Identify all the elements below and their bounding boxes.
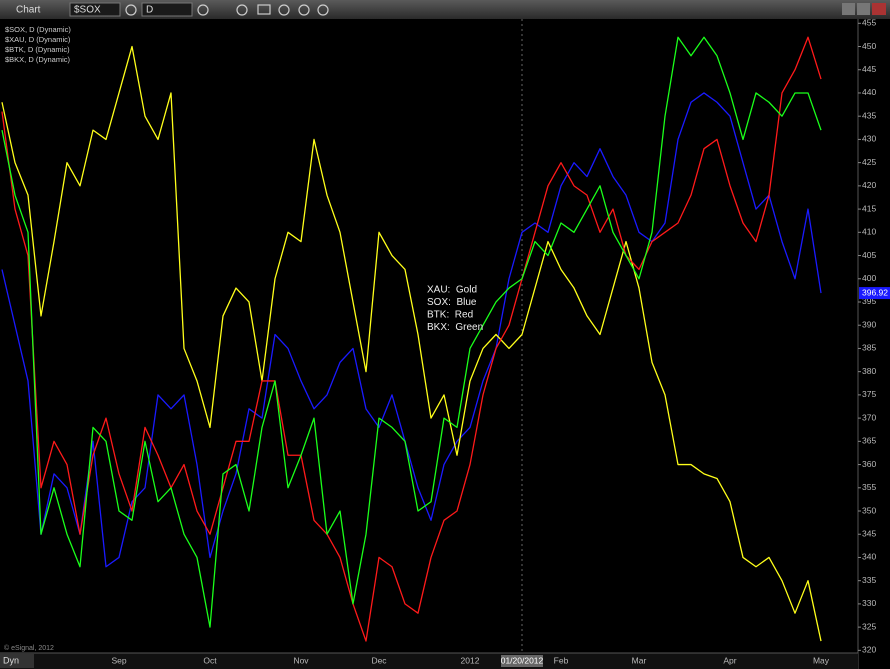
legend-entry: $BTK, D (Dynamic) xyxy=(5,45,70,54)
y-tick-label: 320 xyxy=(862,645,876,655)
x-tick-label: Nov xyxy=(293,655,309,665)
x-tick-label: 01/20/2012 xyxy=(501,655,544,665)
y-tick-label: 375 xyxy=(862,389,876,399)
annotation: XAU: Gold xyxy=(427,285,477,296)
y-tick-label: 430 xyxy=(862,134,876,144)
y-tick-label: 450 xyxy=(862,41,876,51)
y-tick-label: 350 xyxy=(862,505,876,515)
symbol-box[interactable] xyxy=(69,2,121,17)
mode-box[interactable] xyxy=(0,654,34,668)
y-tick-label: 360 xyxy=(862,459,876,469)
symbol-input[interactable]: $SOX xyxy=(74,5,101,16)
interval-input[interactable]: D xyxy=(146,5,153,16)
y-tick-label: 435 xyxy=(862,110,876,120)
y-tick-label: 425 xyxy=(862,157,876,167)
x-axis-band xyxy=(0,653,858,669)
y-tick-label: 330 xyxy=(862,598,876,608)
x-tick-label: Feb xyxy=(554,655,569,665)
y-tick-label: 415 xyxy=(862,203,876,213)
x-tick-label: Apr xyxy=(723,655,736,665)
legend-entry: $BKX, D (Dynamic) xyxy=(5,55,71,64)
y-tick-label: 440 xyxy=(862,87,876,97)
x-tick-label: Sep xyxy=(111,655,126,665)
legend-entry: $XAU, D (Dynamic) xyxy=(5,35,71,44)
y-tick-label: 405 xyxy=(862,250,876,260)
y-tick-label: 365 xyxy=(862,436,876,446)
y-tick-label: 370 xyxy=(862,412,876,422)
interval-box[interactable] xyxy=(141,2,193,17)
mode-label[interactable]: Dyn xyxy=(3,655,19,665)
y-tick-label: 385 xyxy=(862,343,876,353)
annotation: SOX: Blue xyxy=(427,297,477,308)
x-tick-label: Oct xyxy=(203,655,217,665)
annotation: BTK: Red xyxy=(427,310,473,321)
y-tick-label: 400 xyxy=(862,273,876,283)
toolbar-icons[interactable] xyxy=(125,4,329,16)
window-buttons[interactable] xyxy=(842,3,886,15)
date-marker-box xyxy=(501,655,543,667)
y-tick-label: 345 xyxy=(862,528,876,538)
y-tick-label: 390 xyxy=(862,319,876,329)
price-marker-label: 396.92 xyxy=(862,287,888,297)
y-tick-label: 445 xyxy=(862,64,876,74)
series-line xyxy=(1,45,822,642)
y-tick-label: 455 xyxy=(862,18,876,28)
copyright: © eSignal, 2012 xyxy=(4,644,54,652)
y-tick-label: 395 xyxy=(862,296,876,306)
series-line xyxy=(1,92,822,568)
y-tick-label: 340 xyxy=(862,552,876,562)
y-tick-label: 420 xyxy=(862,180,876,190)
price-marker xyxy=(859,287,890,300)
annotation: BKX: Green xyxy=(427,322,483,333)
y-tick-label: 335 xyxy=(862,575,876,585)
y-tick-label: 355 xyxy=(862,482,876,492)
series-line xyxy=(1,36,822,642)
x-tick-label: May xyxy=(813,655,830,665)
x-tick-label: Mar xyxy=(632,655,647,665)
y-tick-label: 410 xyxy=(862,227,876,237)
series-line xyxy=(1,36,822,628)
window-title: Chart xyxy=(16,5,41,16)
toolbar xyxy=(0,0,890,19)
x-tick-label: 2012 xyxy=(461,655,480,665)
y-tick-label: 380 xyxy=(862,366,876,376)
x-tick-label: Dec xyxy=(371,655,387,665)
legend-entry: $SOX, D (Dynamic) xyxy=(5,25,71,34)
y-tick-label: 325 xyxy=(862,621,876,631)
